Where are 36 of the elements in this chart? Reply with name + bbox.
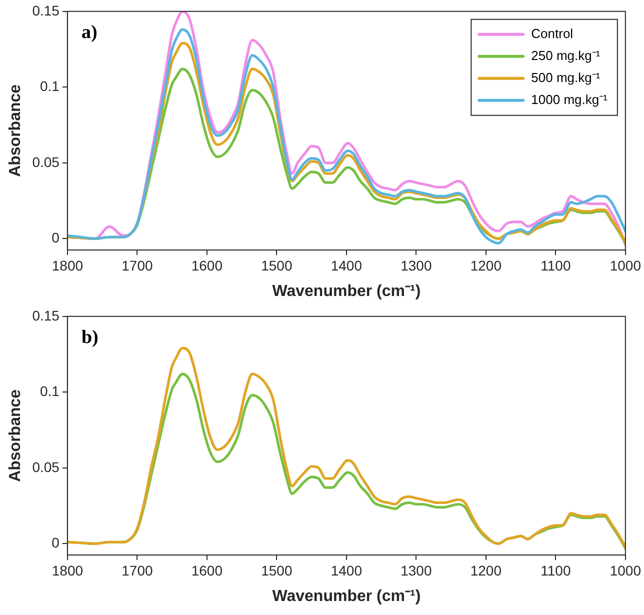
x-tick-label: 1700 bbox=[122, 257, 153, 274]
x-tick-label: 1200 bbox=[470, 562, 502, 578]
y-tick-label: 0.1 bbox=[40, 383, 60, 400]
x-tick-label: 1100 bbox=[540, 562, 571, 578]
y-axis-title: Absorbance bbox=[7, 84, 24, 177]
legend-label: 1000 mg.kg⁻¹ bbox=[531, 92, 608, 107]
x-tick-label: 1800 bbox=[52, 562, 84, 578]
x-tick-label: 1000 bbox=[610, 257, 642, 274]
annotation: a) bbox=[81, 22, 98, 43]
y-tick-label: 0 bbox=[52, 534, 60, 550]
legend-label: 500 mg.kg⁻¹ bbox=[531, 70, 601, 85]
x-tick-label: 1500 bbox=[261, 562, 292, 578]
legend-label: 250 mg.kg⁻¹ bbox=[531, 48, 601, 63]
x-tick-label: 1700 bbox=[122, 562, 153, 578]
x-tick-label: 1100 bbox=[540, 257, 571, 274]
x-tick-label: 1300 bbox=[400, 562, 432, 578]
x-tick-label: 1500 bbox=[261, 257, 292, 274]
y-tick-label: 0.05 bbox=[32, 458, 60, 475]
y-tick-label: 0.05 bbox=[32, 154, 60, 170]
y-tick-label: 0.1 bbox=[40, 78, 60, 94]
x-axis-title: Wavenumber (cm⁻¹) bbox=[272, 588, 421, 605]
x-tick-label: 1600 bbox=[191, 562, 223, 578]
legend-label: Control bbox=[531, 26, 574, 41]
y-tick-label: 0.15 bbox=[32, 307, 60, 324]
x-tick-label: 1000 bbox=[610, 562, 642, 578]
y-tick-label: 0.15 bbox=[32, 2, 60, 18]
x-axis-title: Wavenumber (cm⁻¹) bbox=[272, 282, 421, 300]
x-tick-label: 1400 bbox=[330, 562, 362, 578]
x-tick-label: 1300 bbox=[400, 257, 432, 274]
y-axis-title: Absorbance bbox=[7, 389, 24, 482]
x-tick-label: 1800 bbox=[52, 257, 84, 274]
y-tick-label: 0 bbox=[52, 229, 60, 246]
x-tick-label: 1400 bbox=[330, 257, 362, 274]
annotation: b) bbox=[81, 326, 98, 348]
x-tick-label: 1600 bbox=[191, 257, 223, 274]
x-tick-label: 1200 bbox=[470, 257, 502, 274]
